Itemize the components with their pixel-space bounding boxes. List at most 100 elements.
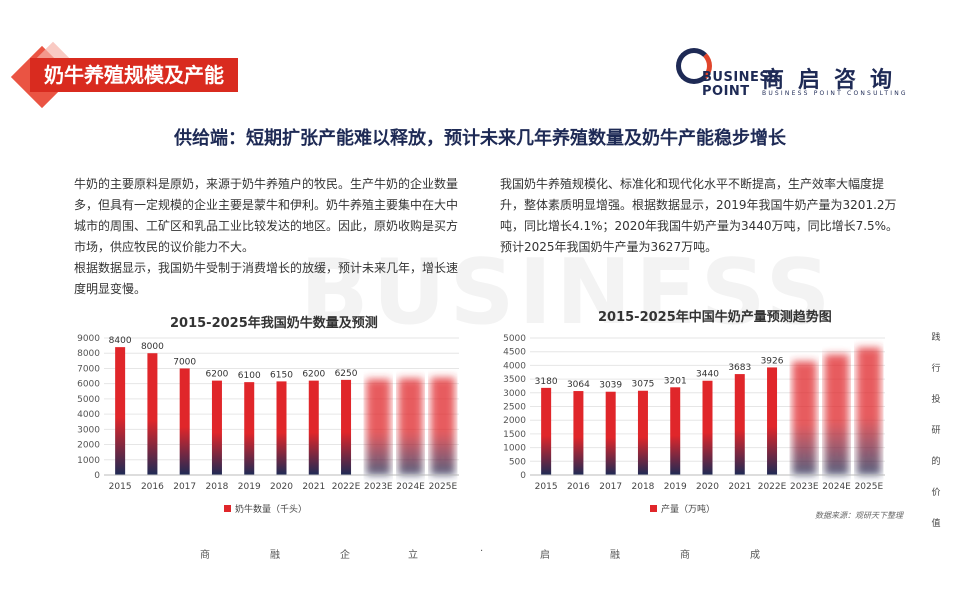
data-source: 数据来源：观研天下整理 [815, 511, 903, 520]
y-tick-label: 6000 [77, 380, 100, 390]
data-label: 6150 [270, 370, 293, 380]
x-tick-label: 2025E [855, 482, 884, 492]
bar [179, 368, 190, 475]
x-tick-label: 2025E [429, 482, 458, 492]
side-char: 价 [931, 488, 941, 498]
x-tick-label: 2017 [173, 482, 196, 492]
y-tick-label: 1000 [503, 444, 526, 454]
left-paragraphs: 牛奶的主要原料是原奶，来源于奶牛养殖户的牧民。生产牛奶的企业数量多，但具有一定规… [74, 174, 466, 300]
footer-char: · [480, 546, 484, 557]
side-char: 行 [931, 364, 941, 374]
logo-en-line1: BUSINESS [702, 70, 779, 85]
bar [430, 377, 455, 475]
x-tick-label: 2018 [206, 482, 229, 492]
bar [115, 347, 126, 475]
logo-cn-name: 商启咨询 [762, 68, 907, 93]
right-paragraph-1: 我国奶牛养殖规模化、标准化和现代化水平不断提高，生产效率大幅度提升，整体素质明显… [500, 177, 899, 254]
y-tick-label: 4000 [77, 410, 100, 420]
y-tick-label: 2500 [503, 403, 526, 413]
legend-swatch [224, 505, 231, 512]
left-paragraph-1: 牛奶的主要原料是原奶，来源于奶牛养殖户的牧民。生产牛奶的企业数量多，但具有一定规… [74, 177, 459, 254]
side-char: 践 [931, 333, 941, 343]
logo-tagline: BUSINESS POINT CONSULTING [762, 90, 908, 97]
bar [276, 381, 287, 475]
bar [856, 347, 881, 475]
data-label: 3683 [728, 363, 751, 373]
bar [670, 387, 681, 475]
data-label: 3075 [632, 380, 655, 390]
data-label: 3039 [599, 381, 622, 391]
x-tick-label: 2020 [270, 482, 293, 492]
x-tick-label: 2024E [396, 482, 425, 492]
y-tick-label: 0 [94, 471, 100, 481]
legend-label: 产量（万吨） [661, 503, 715, 515]
bar [244, 382, 255, 475]
data-label: 6250 [335, 369, 358, 379]
x-tick-label: 2023E [364, 482, 393, 492]
bar [366, 379, 391, 475]
y-tick-label: 1000 [77, 456, 100, 466]
chart-1-title: 2015-2025年我国奶牛数量及预测 [170, 316, 378, 331]
data-label: 3180 [535, 377, 558, 387]
bar [605, 391, 616, 475]
x-tick-label: 2019 [664, 482, 687, 492]
y-tick-label: 4500 [503, 348, 526, 358]
y-tick-label: 0 [520, 471, 526, 481]
bar [702, 380, 713, 475]
side-char: 研 [931, 426, 941, 436]
y-tick-label: 1500 [503, 430, 526, 440]
data-label: 7000 [173, 357, 196, 367]
y-tick-label: 3000 [503, 389, 526, 399]
bar [341, 379, 352, 475]
x-tick-label: 2023E [790, 482, 819, 492]
x-tick-label: 2015 [535, 482, 558, 492]
footer-char: 企 [340, 550, 350, 561]
x-tick-label: 2018 [632, 482, 655, 492]
footer-char: 立 [408, 550, 418, 561]
bar [147, 353, 158, 475]
footer-slogan: 商 融 企 立 · 启 融 商 成 [0, 546, 960, 566]
footer-char: 融 [610, 550, 620, 561]
x-tick-label: 2016 [567, 482, 590, 492]
x-tick-label: 2022E [758, 482, 787, 492]
data-label: 8000 [141, 342, 164, 352]
logo-ring-icon [676, 48, 712, 84]
x-tick-label: 2015 [109, 482, 132, 492]
footer-char: 融 [270, 550, 280, 561]
side-slogan: 践行投研的价值 [928, 330, 944, 547]
y-tick-label: 9000 [77, 334, 100, 344]
data-label: 3064 [567, 380, 590, 390]
data-label: 6100 [238, 371, 261, 381]
data-label: 3440 [696, 370, 719, 380]
y-tick-label: 5000 [77, 395, 100, 405]
legend-label: 奶牛数量（千头） [235, 503, 307, 515]
logo-en-line2: POINT [702, 84, 750, 99]
bar [792, 361, 817, 475]
legend-swatch [650, 505, 657, 512]
page-header: 奶牛养殖规模及产能 BUSINESS POINT 商启咨询 BUSINESS P… [0, 0, 960, 110]
x-tick-label: 2024E [822, 482, 851, 492]
x-tick-label: 2019 [238, 482, 261, 492]
bar [308, 380, 319, 475]
company-logo: BUSINESS POINT 商启咨询 BUSINESS POINT CONSU… [676, 46, 946, 100]
bar [573, 391, 584, 475]
side-char: 投 [931, 395, 941, 405]
side-char: 值 [931, 519, 941, 529]
bar [734, 374, 745, 475]
data-label: 3926 [761, 356, 784, 366]
footer-char: 商 [200, 550, 210, 561]
background-watermark: BUSINESS [300, 240, 835, 345]
bar [398, 378, 423, 475]
milk-output-bar-chart: 0 500 1000 1500 2000 2500 3000 3500 4000 4500 5000… [503, 334, 885, 515]
x-tick-label: 2020 [696, 482, 719, 492]
y-tick-label: 3000 [77, 425, 100, 435]
bar [211, 380, 222, 475]
cow-count-bar-chart: 0 1000 2000 3000 4000 5000 6000 7000 8000 9000 840… [77, 334, 459, 515]
bar [824, 354, 849, 475]
data-label: 8400 [109, 336, 132, 346]
y-tick-label: 5000 [503, 334, 526, 344]
y-tick-label: 500 [509, 457, 526, 467]
bar [637, 390, 648, 475]
section-subtitle: 供给端：短期扩张产能难以释放，预计未来几年养殖数量及奶牛产能稳步增长 [174, 128, 786, 149]
x-tick-label: 2021 [302, 482, 325, 492]
